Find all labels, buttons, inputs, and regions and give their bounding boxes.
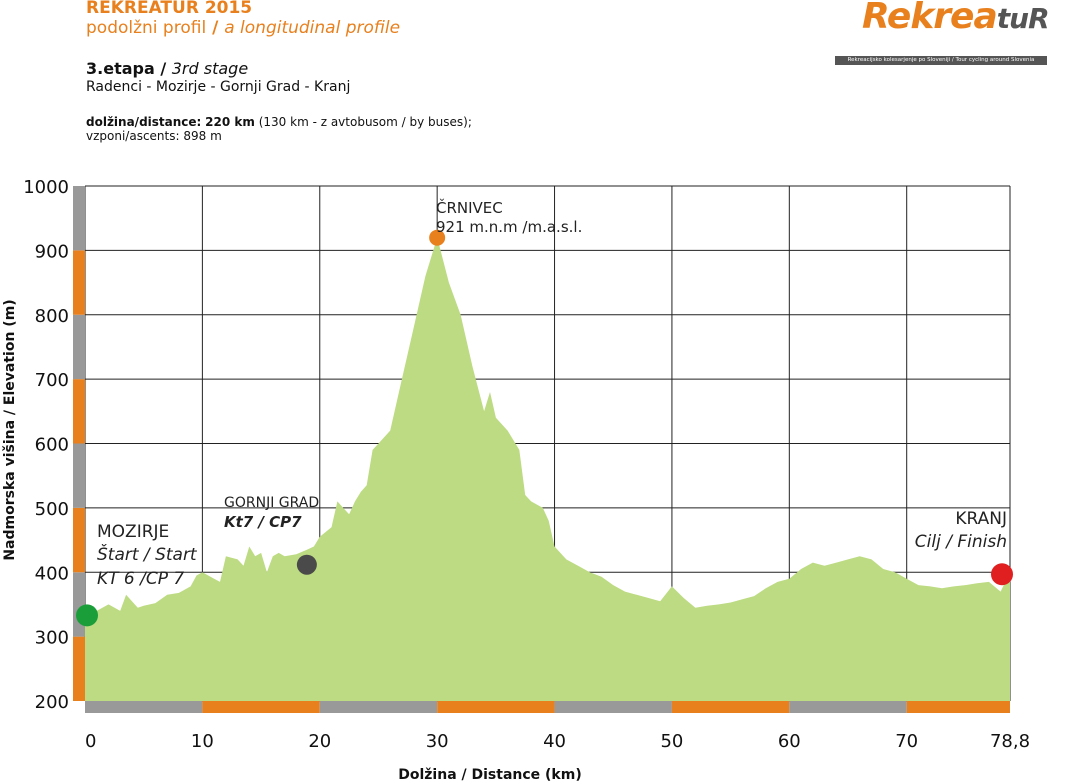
y-axis-band-segment <box>73 250 85 315</box>
stage-separator: / <box>154 59 172 78</box>
logo-text-main: Rekrea <box>862 0 998 37</box>
y-tick-label: 300 <box>35 628 69 649</box>
subtitle-separator: / <box>206 18 225 38</box>
y-axis-band-segment <box>73 636 85 701</box>
distance-note: (130 km - z avtobusom / by buses); <box>258 115 472 129</box>
page-title: REKREATUR 2015 <box>86 0 253 18</box>
y-axis-band-segment <box>73 379 85 444</box>
subtitle-sl: podolžni profil <box>86 18 207 38</box>
x-tick-label: 40 <box>543 731 566 752</box>
summit-altitude-label: 921 m.n.m /m.a.s.l. <box>436 218 582 236</box>
summit-label: ČRNIVEC <box>436 198 503 217</box>
start-label: MOZIRJE <box>97 522 169 542</box>
y-tick-label: 200 <box>35 692 69 713</box>
y-axis-band-segment <box>73 314 85 380</box>
y-tick-label: 500 <box>35 499 69 520</box>
logo-text-end: tuR <box>996 2 1050 35</box>
y-tick-label: 400 <box>35 563 69 584</box>
x-tick-label: 0 <box>85 731 96 752</box>
finish-sublabel: Cilj / Finish <box>915 532 1007 552</box>
x-axis-band-segment <box>789 701 907 713</box>
y-axis-band-segment <box>73 443 85 508</box>
x-axis-band-segment <box>85 701 203 713</box>
logo-bar <box>835 56 1047 65</box>
route-text: Radenci - Mozirje - Gornji Grad - Kranj <box>86 79 351 95</box>
finish-marker <box>991 563 1013 586</box>
x-axis-band-segment <box>671 701 790 713</box>
stage-heading: 3.etapa / 3rd stage <box>86 59 248 78</box>
x-axis-band-segment <box>202 701 320 713</box>
y-tick-label: 700 <box>35 370 69 391</box>
x-axis-title: Dolžina / Distance (km) <box>398 767 581 783</box>
checkpoint-label: Kt7 / CP7 <box>224 513 302 531</box>
x-tick-label: 78,8 <box>990 731 1030 752</box>
x-tick-label: 30 <box>426 731 449 752</box>
y-axis-title: Nadmorska višina / Elevation (m) <box>2 299 18 560</box>
y-axis-band-segment <box>73 572 85 637</box>
start-marker <box>76 604 98 627</box>
logo-tagline: Rekreacijsko kolesarjenje po Sloveniji /… <box>847 57 1035 63</box>
x-tick-label: 60 <box>778 731 801 752</box>
gornji-grad-marker <box>296 554 317 575</box>
gornji-grad-label: GORNJI GRAD <box>224 495 319 511</box>
x-tick-label: 20 <box>308 731 331 752</box>
stage-sl: 3.etapa <box>86 59 155 78</box>
finish-label: KRANJ <box>955 509 1007 529</box>
x-tick-label: 10 <box>191 731 214 752</box>
rekreatur-logo: RekreatuR <box>862 0 1050 37</box>
x-tick-label: 50 <box>660 731 683 752</box>
ascents-text: vzponi/ascents: 898 m <box>86 129 222 143</box>
subtitle-en: a longitudinal profile <box>224 18 401 38</box>
y-tick-label: 800 <box>35 306 69 327</box>
stage-en: 3rd stage <box>171 59 249 78</box>
x-axis-band-segment <box>319 701 438 713</box>
distance-value: 220 km <box>205 115 255 129</box>
x-tick-label: 70 <box>895 731 918 752</box>
elevation-area <box>85 237 1010 701</box>
y-tick-label: 1000 <box>23 177 69 198</box>
y-tick-label: 600 <box>35 435 69 456</box>
start-label: Štart / Start <box>97 543 198 565</box>
page-subtitle: podolžni profil / a longitudinal profile <box>86 18 400 38</box>
x-axis-band-segment <box>906 701 1010 713</box>
y-tick-label: 900 <box>35 241 69 262</box>
y-axis-band-segment <box>73 186 85 251</box>
y-axis-band-segment <box>73 507 85 573</box>
x-axis-band-segment <box>554 701 672 713</box>
start-label: KT 6 /CP 7 <box>97 569 184 589</box>
summit-marker <box>429 229 446 246</box>
distance-text: dolžina/distance: 220 km (130 km - z avt… <box>86 115 472 129</box>
x-axis-band-segment <box>437 701 555 713</box>
distance-label: dolžina/distance: <box>86 115 202 129</box>
